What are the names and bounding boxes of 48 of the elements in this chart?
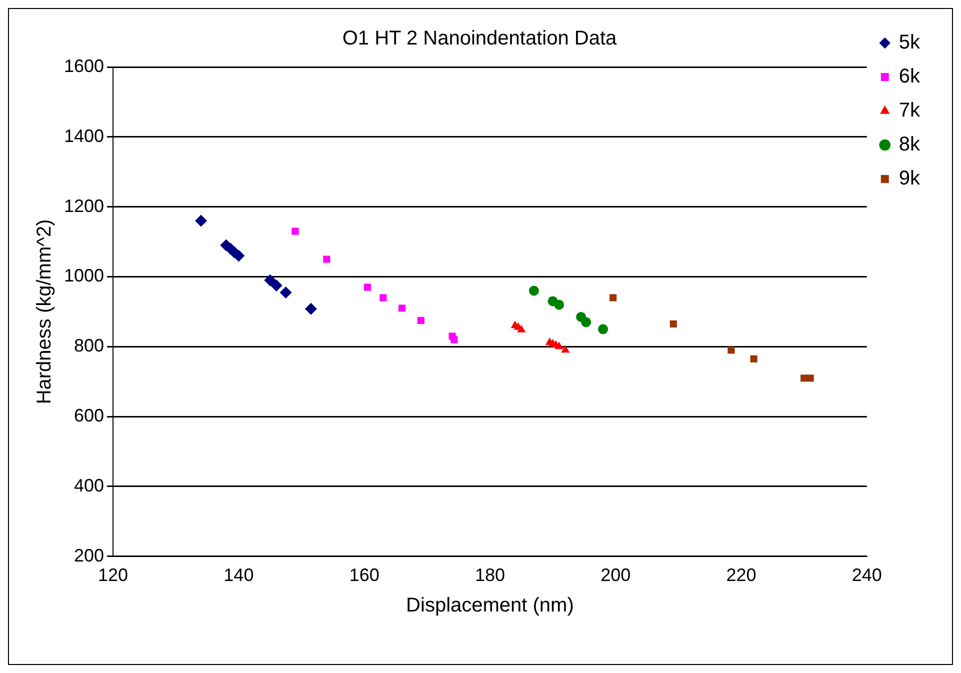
point: [364, 284, 371, 291]
point: [304, 302, 317, 315]
point: [528, 286, 539, 296]
point: [561, 345, 570, 353]
point: [450, 336, 458, 344]
x-tick-label: 120: [98, 565, 128, 586]
point: [398, 304, 406, 312]
point: [417, 316, 424, 324]
x-tick-label: 220: [726, 565, 756, 586]
point: [264, 274, 276, 286]
point: [750, 355, 758, 362]
x-tick-label: 160: [349, 565, 380, 586]
y-tick-label: 1600: [64, 56, 104, 76]
point: [323, 256, 330, 263]
y-tick-label: 200: [74, 545, 104, 566]
y-tick-label: 600: [74, 406, 104, 426]
legend-label: 9k: [898, 168, 921, 190]
x-tick-label: 140: [224, 565, 254, 586]
x-tick-label: 180: [474, 565, 505, 586]
legend-label: 5k: [898, 32, 921, 54]
x-tick-label: 240: [852, 565, 882, 586]
legend-label: 8k: [898, 134, 921, 156]
point: [581, 317, 592, 328]
point: [800, 374, 808, 382]
y-tick-label: 800: [74, 336, 104, 356]
chart-title: O1 HT 2 Nanoindentation Data: [342, 28, 618, 50]
legend-label: 7k: [898, 100, 921, 122]
point: [194, 214, 207, 227]
x-tick-label: 200: [600, 565, 631, 586]
y-tick-label: 1200: [64, 196, 104, 216]
y-tick-label: 400: [74, 475, 104, 496]
point: [598, 324, 608, 334]
point: [270, 279, 282, 292]
x-axis-title: Displacement (nm): [406, 594, 574, 617]
point: [554, 300, 564, 310]
y-tick-label: 1000: [64, 266, 104, 286]
point: [806, 374, 814, 382]
point: [517, 324, 526, 332]
point: [554, 342, 564, 350]
legend-label: 6k: [898, 66, 921, 88]
point: [610, 294, 617, 302]
point: [728, 346, 735, 354]
y-axis-title: Hardness (kg/mm^2): [34, 219, 56, 404]
point: [292, 228, 299, 235]
point: [380, 294, 387, 302]
point: [670, 320, 677, 328]
point: [280, 286, 292, 298]
y-tick-label: 1400: [64, 126, 104, 146]
